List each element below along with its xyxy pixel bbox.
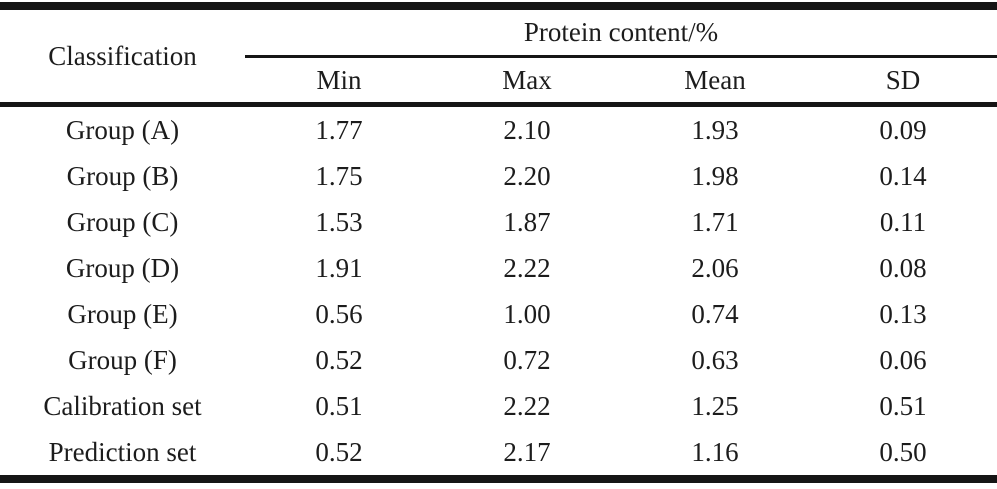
cell-value: 2.20 xyxy=(503,160,551,191)
table-row: Calibration set 0.51 2.22 1.25 0.51 xyxy=(0,383,997,429)
cell-value: 1.77 xyxy=(315,114,363,145)
cell-value: 0.51 xyxy=(879,390,927,421)
cell-value: 0.08 xyxy=(879,252,927,283)
cell-value: 2.22 xyxy=(503,390,551,421)
table-row: Group (B) 1.75 2.20 1.98 0.14 xyxy=(0,153,997,199)
table-row: Group (F) 0.52 0.72 0.63 0.06 xyxy=(0,337,997,383)
table-row: Group (D) 1.91 2.22 2.06 0.08 xyxy=(0,245,997,291)
protein-content-spanner-cell: Protein content/% xyxy=(245,6,997,58)
cell-value: 0.63 xyxy=(691,344,739,375)
cell-value: 1.87 xyxy=(503,206,551,237)
cell-value: 0.50 xyxy=(879,436,927,467)
table-row: Prediction set 0.52 2.17 1.16 0.50 xyxy=(0,429,997,479)
column-header-row: Min Max Mean SD xyxy=(0,56,997,107)
cell-value: 1.25 xyxy=(691,390,739,421)
cell-value: 2.22 xyxy=(503,252,551,283)
column-header-min: Min xyxy=(245,56,433,107)
column-header-max: Max xyxy=(433,56,621,107)
row-label: Group (A) xyxy=(65,114,180,145)
cell-value: 1.91 xyxy=(315,252,363,283)
row-label: Group (B) xyxy=(66,160,179,191)
row-label: Group (F) xyxy=(68,344,177,375)
row-label: Group (E) xyxy=(67,298,178,329)
row-label: Calibration set xyxy=(43,390,202,421)
spanner-header-row: Classification Protein content/% xyxy=(0,6,997,107)
classification-header-cell: Classification xyxy=(0,6,245,107)
cell-value: 0.14 xyxy=(879,160,927,191)
cell-value: 2.10 xyxy=(503,114,551,145)
cell-value: 0.52 xyxy=(315,344,363,375)
cell-value: 2.06 xyxy=(691,252,739,283)
cell-value: 0.51 xyxy=(315,390,363,421)
table-header: Classification Protein content/% Min Max… xyxy=(0,6,997,107)
cell-value: 0.06 xyxy=(879,344,927,375)
cell-value: 1.93 xyxy=(691,114,739,145)
cell-value: 0.74 xyxy=(691,298,739,329)
table-row: Group (C) 1.53 1.87 1.71 0.11 xyxy=(0,199,997,245)
row-label: Group (C) xyxy=(66,206,179,237)
column-header-mean: Mean xyxy=(621,56,809,107)
cell-value: 1.98 xyxy=(691,160,739,191)
column-header-sd: SD xyxy=(809,56,997,107)
row-label: Prediction set xyxy=(48,436,197,467)
cell-value: 0.52 xyxy=(315,436,363,467)
table-body: Group (A) 1.77 2.10 1.93 0.09 Group (B) 1.75 2.… xyxy=(0,105,997,480)
row-label: Group (D) xyxy=(65,252,180,283)
cell-value: 0.72 xyxy=(503,344,551,375)
cell-value: 1.75 xyxy=(315,160,363,191)
cell-value: 0.11 xyxy=(879,206,927,237)
cell-value: 1.71 xyxy=(691,206,739,237)
table-row: Group (E) 0.56 1.00 0.74 0.13 xyxy=(0,291,997,337)
cell-value: 1.53 xyxy=(315,206,363,237)
cell-value: 1.16 xyxy=(691,436,739,467)
cell-value: 1.00 xyxy=(503,298,551,329)
cell-value: 0.56 xyxy=(315,298,363,329)
cell-value: 2.17 xyxy=(503,436,551,467)
cell-value: 0.09 xyxy=(879,114,927,145)
table-row: Group (A) 1.77 2.10 1.93 0.09 xyxy=(0,105,997,154)
cell-value: 0.13 xyxy=(879,298,927,329)
